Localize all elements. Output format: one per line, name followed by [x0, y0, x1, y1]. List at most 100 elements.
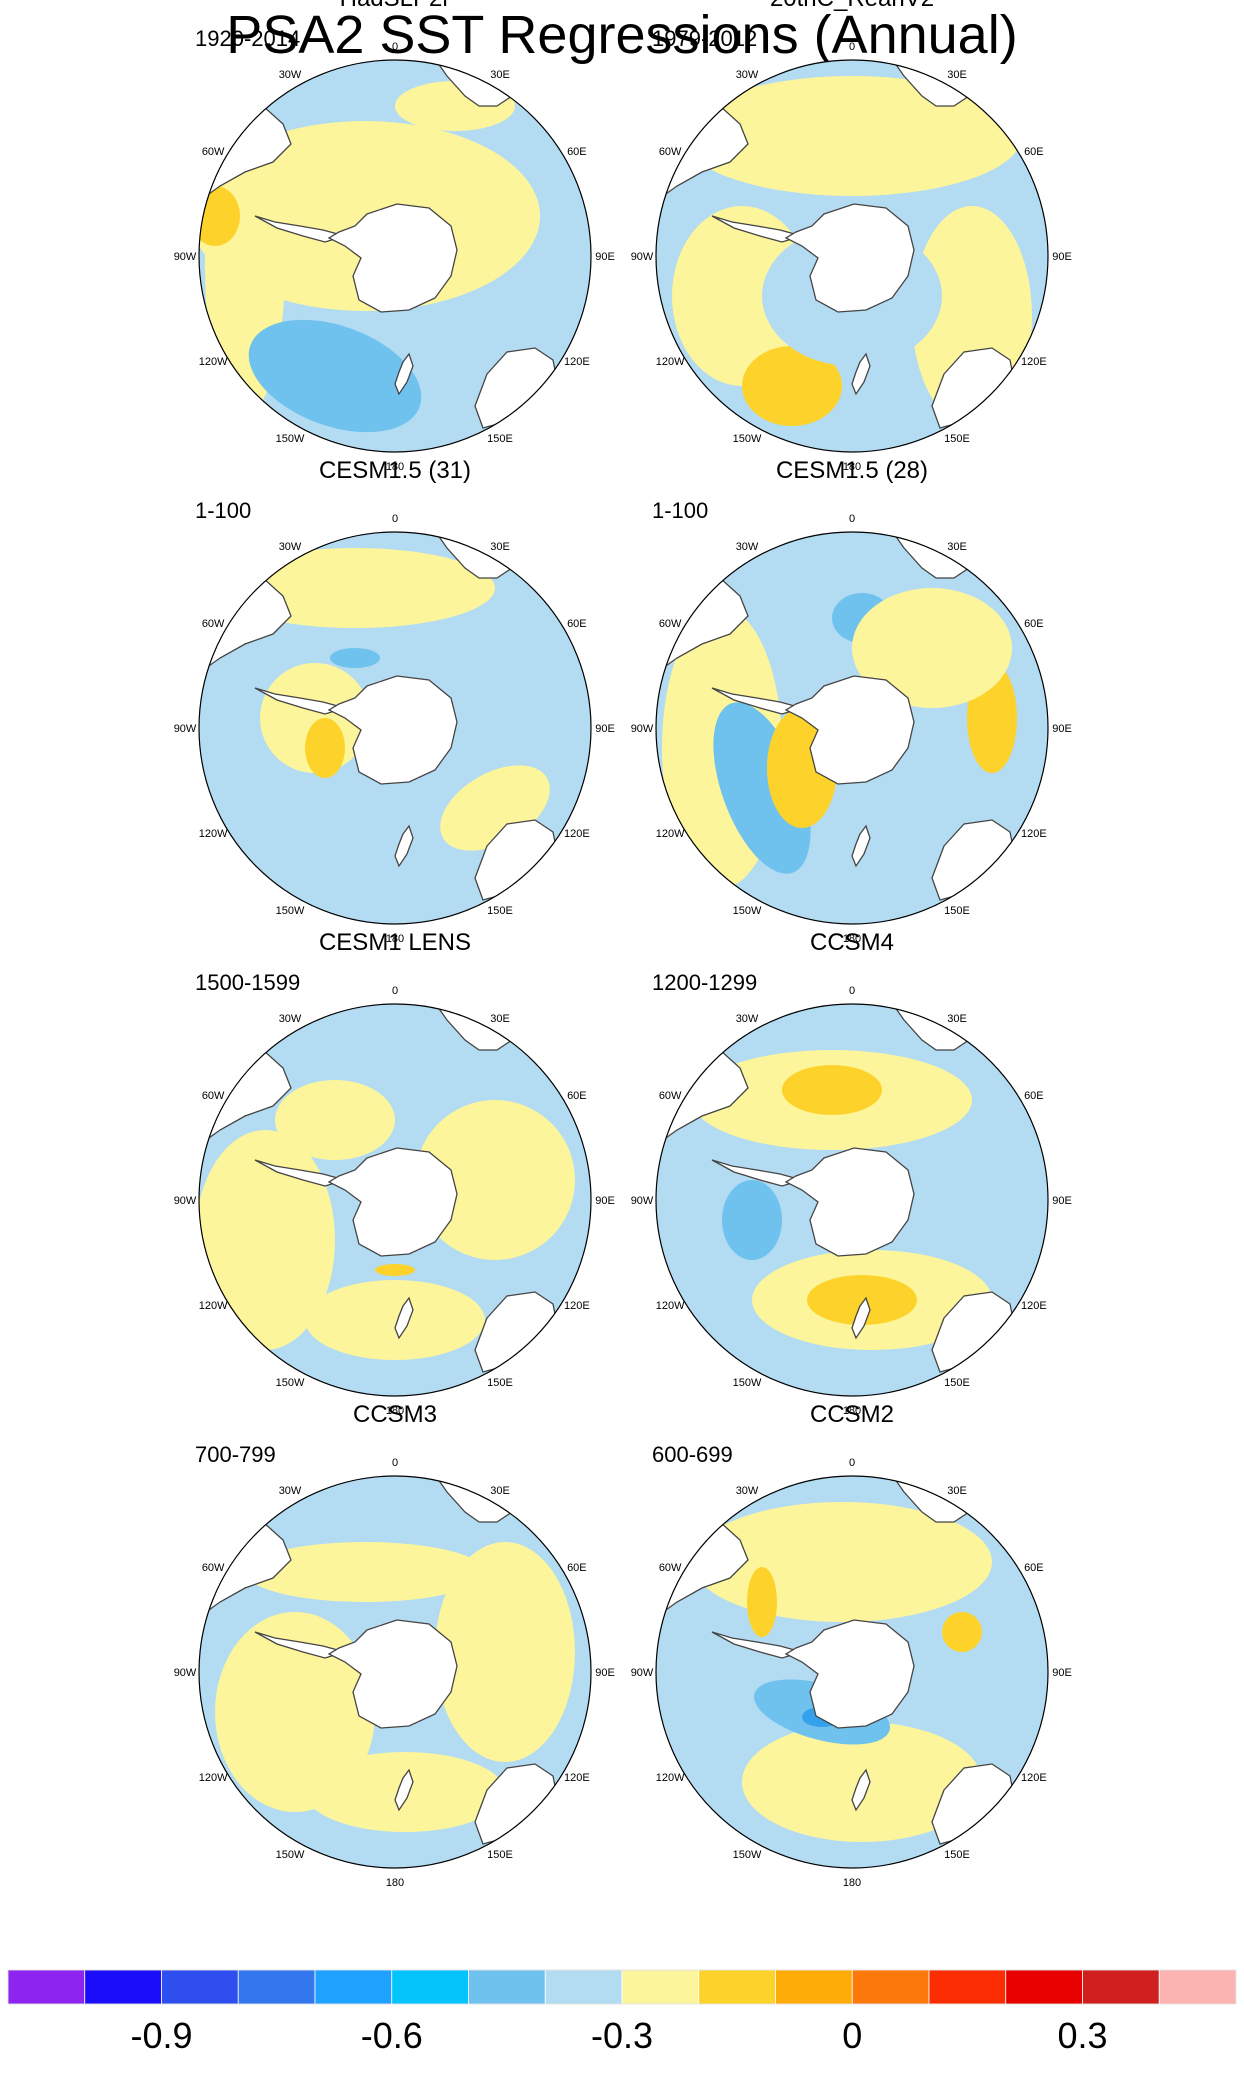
longitude-label: 90W [174, 723, 197, 735]
longitude-label: 60W [202, 1090, 225, 1102]
colorbar-label: -0.3 [591, 2015, 653, 2056]
colorbar-frame [7, 1969, 1237, 2005]
sst-field-6 [199, 1476, 591, 1868]
colorbar-label: -0.9 [130, 2015, 192, 2056]
longitude-label: 120W [656, 828, 685, 840]
longitude-label: 30W [736, 1013, 759, 1025]
longitude-label: 90E [595, 251, 615, 263]
longitude-label: 60E [1024, 1090, 1044, 1102]
island-new-zealand [851, 352, 871, 396]
longitude-label: 120E [1021, 1300, 1047, 1312]
longitude-label: 60E [567, 618, 587, 630]
sst-field-3 [656, 532, 1048, 924]
sst-anomaly-region [742, 346, 842, 426]
longitude-label: 150W [733, 433, 762, 445]
colorbar-box [544, 1969, 623, 2005]
antarctic-peninsula [711, 1159, 805, 1187]
longitude-label: 90E [1052, 1667, 1072, 1679]
map-boundary-circle [198, 1003, 592, 1397]
longitude-label: 180 [386, 1405, 404, 1417]
longitude-label: 30W [736, 69, 759, 81]
sst-anomaly-region [713, 702, 811, 874]
longitude-label: 0 [849, 513, 855, 525]
longitude-label: 120E [564, 1772, 590, 1784]
longitude-label: 0 [392, 985, 398, 997]
panel-title: CESM1.5 (28) [776, 457, 928, 484]
island-new-zealand [851, 1296, 871, 1340]
sst-anomaly-region [199, 186, 240, 246]
colorbar-box [468, 1969, 546, 2005]
longitude-label: 60E [1024, 618, 1044, 630]
longitude-label: 150W [276, 433, 305, 445]
longitude-label: 150E [944, 1377, 970, 1389]
longitude-label: 0 [392, 41, 398, 53]
continent-antarctica [327, 1147, 458, 1257]
map-boundary-circle [655, 1475, 1049, 1869]
panel-title: CESM1 LENS [319, 929, 471, 956]
antarctic-peninsula [254, 1159, 348, 1187]
continent-antarctica [784, 1619, 915, 1729]
sst-anomaly-region [852, 588, 1012, 708]
longitude-label: 30E [947, 1485, 967, 1497]
colorbar-box [7, 1969, 86, 2005]
panel-title: HadSLP2r [340, 0, 451, 12]
longitude-label: 30E [490, 69, 510, 81]
longitude-label: 30E [490, 1485, 510, 1497]
island-new-zealand [851, 1768, 871, 1812]
panel-period: 1-100 [652, 498, 708, 523]
longitude-label: 150E [944, 1849, 970, 1861]
longitude-label: 0 [849, 985, 855, 997]
continent-antarctica [784, 203, 915, 313]
panel-period: 1-100 [195, 498, 251, 523]
colorbar-box [928, 1969, 1007, 2005]
longitude-label: 60E [1024, 1562, 1044, 1574]
colorbar-box [698, 1969, 776, 2005]
sst-anomaly-region [435, 1542, 575, 1762]
island-new-zealand [851, 824, 871, 868]
longitude-label: 90W [631, 1667, 654, 1679]
longitude-label: 30E [490, 541, 510, 553]
longitude-label: 150W [733, 1849, 762, 1861]
longitude-label: 150W [733, 905, 762, 917]
longitude-label: 120E [564, 828, 590, 840]
longitude-label: 150E [944, 905, 970, 917]
sst-field-1 [656, 60, 1048, 452]
longitude-label: 90W [174, 1195, 197, 1207]
longitude-label: 150E [487, 433, 513, 445]
panel-title: CESM1.5 (31) [319, 457, 471, 484]
longitude-label: 150E [487, 1377, 513, 1389]
continent-antarctica [784, 1147, 915, 1257]
figure-title: PSA2 SST Regressions (Annual) [226, 5, 1018, 65]
map-boundary-circle [198, 531, 592, 925]
sst-field-2 [199, 532, 591, 924]
sst-anomaly-region [199, 1130, 335, 1350]
antarctic-peninsula [254, 687, 348, 715]
sst-field-7 [656, 1476, 1048, 1868]
longitude-label: 90E [1052, 251, 1072, 263]
map-boundary-circle [655, 1003, 1049, 1397]
longitude-label: 120W [656, 356, 685, 368]
longitude-label: 150E [487, 1849, 513, 1861]
colorbar-box [161, 1969, 239, 2005]
antarctic-peninsula [254, 1631, 348, 1659]
longitude-label: 30W [279, 1485, 302, 1497]
longitude-label: 180 [843, 1877, 861, 1889]
sst-anomaly-region [415, 1100, 575, 1260]
sst-anomaly-region [305, 718, 345, 778]
map-boundary-circle [655, 531, 1049, 925]
sst-anomaly-region [330, 648, 380, 668]
longitude-label: 0 [849, 41, 855, 53]
longitude-label: 120W [199, 1772, 228, 1784]
panel-period: 1500-1599 [195, 970, 300, 995]
panel-title: CCSM4 [810, 929, 894, 956]
longitude-label: 0 [392, 1457, 398, 1469]
map-boundary-circle [655, 59, 1049, 453]
longitude-label: 120W [199, 356, 228, 368]
continent-antarctica [327, 675, 458, 785]
longitude-label: 150W [276, 1377, 305, 1389]
island-new-zealand [394, 1768, 414, 1812]
continent-antarctica [784, 675, 915, 785]
longitude-label: 180 [386, 1877, 404, 1889]
sst-anomaly-region [747, 1567, 777, 1637]
longitude-label: 120W [199, 828, 228, 840]
